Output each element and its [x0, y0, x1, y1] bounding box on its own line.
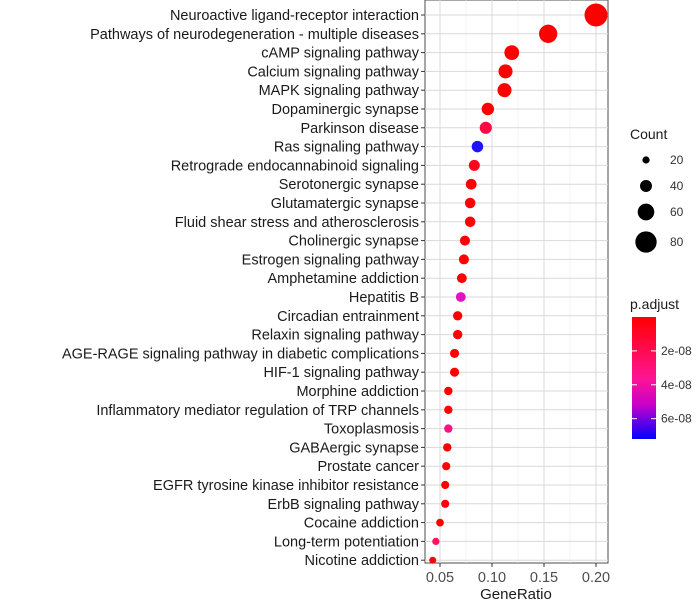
- x-axis: 0.05 0.10 0.15 0.20: [426, 563, 610, 586]
- x-tick-label: 0.05: [426, 570, 454, 586]
- y-tick-label: MAPK signaling pathway: [259, 83, 420, 99]
- p-adjust-colorbar: [632, 317, 656, 439]
- y-tick-label: Morphine addiction: [296, 384, 419, 400]
- y-tick-label: Dopaminergic synapse: [272, 102, 420, 118]
- y-tick-label: Relaxin signaling pathway: [251, 328, 419, 344]
- data-point: [455, 292, 466, 302]
- x-axis-title: GeneRatio: [480, 586, 552, 603]
- data-point: [458, 254, 469, 265]
- p-adjust-legend: p.adjust 2e-08 4e-08 6e-08: [630, 296, 692, 439]
- x-tick-label: 0.20: [582, 570, 610, 586]
- data-point: [456, 273, 467, 284]
- data-point: [436, 518, 444, 527]
- y-tick-label: Cholinergic synapse: [288, 234, 419, 250]
- y-tick-label: Long-term potentiation: [274, 534, 419, 550]
- colorbar-label: 6e-08: [661, 412, 692, 426]
- p-adjust-legend-title: p.adjust: [630, 296, 679, 312]
- count-legend-dot: [637, 203, 655, 221]
- data-point: [468, 159, 480, 171]
- grid-lines: [425, 0, 608, 563]
- count-legend-dot: [635, 231, 657, 253]
- y-tick-label: cAMP signaling pathway: [261, 46, 419, 62]
- y-tick-label: Neuroactive ligand-receptor interaction: [170, 8, 419, 24]
- data-point: [498, 64, 513, 79]
- y-tick-label: Cocaine addiction: [304, 516, 419, 532]
- data-point: [465, 178, 477, 190]
- data-point: [444, 405, 453, 415]
- data-point: [504, 45, 520, 60]
- y-tick-label: Ras signaling pathway: [274, 140, 420, 156]
- data-point: [464, 197, 476, 209]
- y-tick-label: Retrograde endocannabinoid signaling: [171, 158, 419, 174]
- count-legend-title: Count: [630, 126, 667, 142]
- y-tick-label: Estrogen signaling pathway: [242, 252, 420, 268]
- y-tick-label: Amphetamine addiction: [267, 271, 419, 287]
- colorbar-label: 2e-08: [661, 344, 692, 358]
- y-tick-label: EGFR tyrosine kinase inhibitor resistanc…: [153, 478, 419, 494]
- data-point: [450, 348, 460, 358]
- x-tick-label: 0.15: [530, 570, 558, 586]
- data-point: [453, 311, 463, 321]
- y-tick-label: Hepatitis B: [349, 290, 419, 306]
- data-point: [441, 499, 450, 508]
- data-point: [464, 216, 476, 228]
- data-point: [444, 424, 453, 433]
- y-tick-label: Serotonergic synapse: [279, 177, 419, 193]
- data-point: [443, 443, 452, 452]
- y-tick-label: Glutamatergic synapse: [271, 196, 419, 212]
- y-tick-label: AGE-RAGE signaling pathway in diabetic c…: [62, 346, 419, 362]
- y-tick-label: Prostate cancer: [317, 459, 419, 475]
- data-point: [497, 83, 512, 98]
- data-point: [444, 386, 453, 396]
- data-point: [450, 367, 460, 377]
- count-legend-dot: [640, 180, 652, 192]
- colorbar-label: 4e-08: [661, 378, 692, 392]
- count-legend-dot: [642, 156, 650, 164]
- y-tick-label: Circadian entrainment: [277, 309, 419, 325]
- count-legend: Count 20 40 60 80: [630, 126, 684, 253]
- data-point: [539, 24, 558, 43]
- data-point: [584, 3, 608, 27]
- y-tick-label: Toxoplasmosis: [324, 422, 419, 438]
- data-points: [429, 3, 608, 564]
- data-point: [442, 462, 451, 471]
- data-point: [471, 140, 484, 153]
- y-tick-label: Calcium signaling pathway: [247, 64, 419, 80]
- plot-panel: [424, 0, 609, 564]
- x-tick-label: 0.10: [478, 570, 506, 586]
- y-tick-label: Pathways of neurodegeneration - multiple…: [90, 27, 419, 43]
- data-point: [432, 537, 440, 546]
- y-tick-label: Nicotine addiction: [305, 553, 419, 569]
- count-legend-label: 60: [670, 205, 684, 219]
- count-legend-label: 20: [670, 153, 684, 167]
- data-point: [459, 235, 470, 246]
- y-tick-label: Parkinson disease: [301, 121, 420, 137]
- data-point: [481, 102, 495, 116]
- y-tick-label: ErbB signaling pathway: [267, 497, 419, 513]
- count-legend-label: 40: [670, 179, 684, 193]
- count-legend-label: 80: [670, 235, 684, 249]
- y-tick-label: GABAergic synapse: [289, 440, 419, 456]
- y-tick-label: HIF-1 signaling pathway: [263, 365, 419, 381]
- data-point: [441, 480, 450, 490]
- data-point: [429, 556, 437, 564]
- y-tick-label: Inflammatory mediator regulation of TRP …: [96, 403, 419, 419]
- y-tick-label: Fluid shear stress and atherosclerosis: [175, 215, 419, 231]
- data-point: [479, 121, 492, 134]
- y-axis-labels: Neuroactive ligand-receptor interaction P…: [62, 8, 425, 569]
- data-point: [453, 329, 463, 340]
